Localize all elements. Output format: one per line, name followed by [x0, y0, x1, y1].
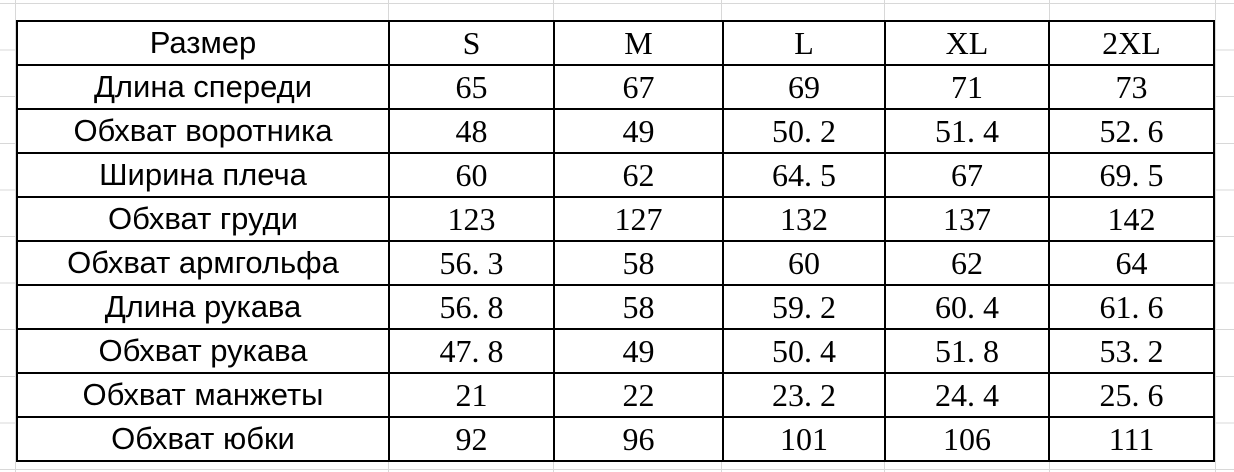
row-shoulder-width: Ширина плеча 60 62 64. 5 67 69. 5 — [16, 152, 1215, 198]
value-cell: 24. 4 — [884, 372, 1050, 418]
value-cell: 50. 4 — [722, 328, 886, 374]
value-cell: 132 — [722, 196, 886, 242]
row-chest-girth: Обхват груди 123 127 132 137 142 — [16, 196, 1215, 242]
value-cell: 67 — [553, 64, 724, 110]
value-cell: 60. 4 — [884, 284, 1050, 330]
value-cell: 53. 2 — [1048, 328, 1215, 374]
value-cell: 69. 5 — [1048, 152, 1215, 198]
value-cell: 52. 6 — [1048, 108, 1215, 154]
size-header-l: L — [722, 20, 886, 66]
value-cell: 62 — [884, 240, 1050, 286]
row-armhole-girth: Обхват армгольфа 56. 3 58 60 62 64 — [16, 240, 1215, 286]
value-cell: 49 — [553, 328, 724, 374]
row-label-sleeve-length: Длина рукава — [16, 284, 390, 330]
row-front-length: Длина спереди 65 67 69 71 73 — [16, 64, 1215, 110]
value-cell: 71 — [884, 64, 1050, 110]
value-cell: 23. 2 — [722, 372, 886, 418]
value-cell: 101 — [722, 416, 886, 462]
value-cell: 61. 6 — [1048, 284, 1215, 330]
row-label-chest-girth: Обхват груди — [16, 196, 390, 242]
value-cell: 62 — [553, 152, 724, 198]
value-cell: 69 — [722, 64, 886, 110]
row-label-collar-girth: Обхват воротника — [16, 108, 390, 154]
row-sleeve-length: Длина рукава 56. 8 58 59. 2 60. 4 61. 6 — [16, 284, 1215, 330]
value-cell: 47. 8 — [388, 328, 555, 374]
value-cell: 60 — [388, 152, 555, 198]
size-header-s: S — [388, 20, 555, 66]
value-cell: 67 — [884, 152, 1050, 198]
value-cell: 25. 6 — [1048, 372, 1215, 418]
value-cell: 21 — [388, 372, 555, 418]
value-cell: 51. 4 — [884, 108, 1050, 154]
value-cell: 58 — [553, 240, 724, 286]
row-label-armhole-girth: Обхват армгольфа — [16, 240, 390, 286]
value-cell: 92 — [388, 416, 555, 462]
value-cell: 142 — [1048, 196, 1215, 242]
row-label-cuff-girth: Обхват манжеты — [16, 372, 390, 418]
size-header-m: M — [553, 20, 724, 66]
value-cell: 56. 8 — [388, 284, 555, 330]
row-cuff-girth: Обхват манжеты 21 22 23. 2 24. 4 25. 6 — [16, 372, 1215, 418]
value-cell: 48 — [388, 108, 555, 154]
value-cell: 22 — [553, 372, 724, 418]
value-cell: 137 — [884, 196, 1050, 242]
value-cell: 111 — [1048, 416, 1215, 462]
row-sleeve-girth: Обхват рукава 47. 8 49 50. 4 51. 8 53. 2 — [16, 328, 1215, 374]
row-skirt-girth: Обхват юбки 92 96 101 106 111 — [16, 416, 1215, 462]
value-cell: 49 — [553, 108, 724, 154]
value-cell: 106 — [884, 416, 1050, 462]
value-cell: 127 — [553, 196, 724, 242]
row-label-front-length: Длина спереди — [16, 64, 390, 110]
value-cell: 64. 5 — [722, 152, 886, 198]
value-cell: 56. 3 — [388, 240, 555, 286]
row-label-sleeve-girth: Обхват рукава — [16, 328, 390, 374]
value-cell: 60 — [722, 240, 886, 286]
value-cell: 50. 2 — [722, 108, 886, 154]
size-header-2xl: 2XL — [1048, 20, 1215, 66]
value-cell: 73 — [1048, 64, 1215, 110]
value-cell: 59. 2 — [722, 284, 886, 330]
value-cell: 58 — [553, 284, 724, 330]
row-collar-girth: Обхват воротника 48 49 50. 2 51. 4 52. 6 — [16, 108, 1215, 154]
value-cell: 123 — [388, 196, 555, 242]
size-chart-table: Размер S M L XL 2XL Длина спереди 65 67 … — [16, 20, 1215, 462]
value-cell: 64 — [1048, 240, 1215, 286]
value-cell: 96 — [553, 416, 724, 462]
size-header-xl: XL — [884, 20, 1050, 66]
value-cell: 65 — [388, 64, 555, 110]
row-label-skirt-girth: Обхват юбки — [16, 416, 390, 462]
corner-header-cell: Размер — [16, 20, 390, 66]
row-label-shoulder-width: Ширина плеча — [16, 152, 390, 198]
header-row: Размер S M L XL 2XL — [16, 20, 1215, 66]
value-cell: 51. 8 — [884, 328, 1050, 374]
